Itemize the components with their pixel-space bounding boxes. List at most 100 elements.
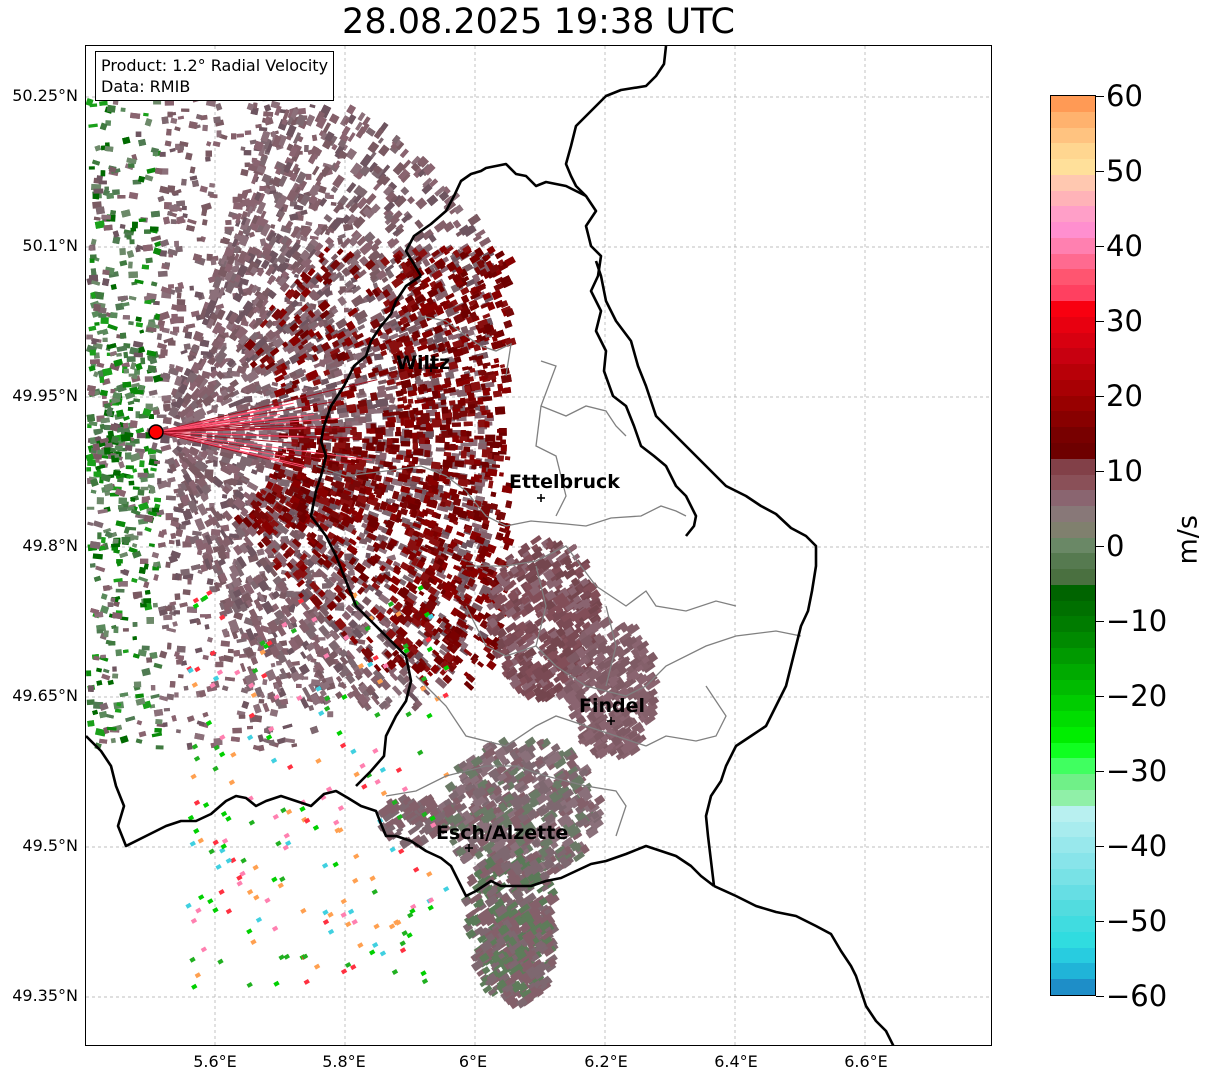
radar-pixel [152, 552, 159, 558]
radar-pixel [102, 329, 109, 336]
radar-pixel [263, 111, 273, 116]
radar-pixel [145, 590, 151, 595]
radar-pixel [180, 145, 184, 150]
radar-pixel [90, 350, 96, 356]
radar-pixel [202, 125, 208, 132]
radar-pixel [132, 222, 138, 229]
radar-pixel [187, 219, 197, 225]
radar-pixel [99, 711, 107, 718]
radar-pixel [150, 694, 160, 699]
radar-pixel [201, 209, 207, 216]
radar-pixel [100, 377, 105, 383]
radar-pixel [103, 630, 108, 637]
radar-pixel [124, 526, 131, 534]
radar-pixel [180, 524, 186, 529]
radar-pixel [100, 424, 105, 430]
radar-pixel [192, 531, 202, 536]
radar-pixel [124, 369, 129, 374]
radar-pixel [200, 115, 207, 120]
radar-pixel [168, 284, 174, 288]
radar-pixel [144, 229, 151, 233]
radar-pixel [264, 728, 269, 733]
radar-pixel [144, 563, 149, 569]
radar-pixel [141, 487, 149, 490]
radar-pixel [166, 513, 173, 520]
radar-pixel [93, 553, 103, 559]
radar-pixel [165, 562, 170, 568]
radar-pixel [202, 712, 208, 718]
radar-pixel [102, 368, 112, 377]
radar-pixel [93, 443, 100, 451]
radar-pixel [133, 622, 138, 627]
radar-pixel [308, 705, 314, 711]
radar-pixel [100, 655, 106, 659]
radar-pixel [195, 647, 203, 653]
radar-pixel [168, 340, 176, 345]
radar-pixel [103, 585, 110, 591]
radar-pixel [259, 127, 267, 131]
radar-pixel [172, 621, 178, 627]
radar-pixel [88, 123, 98, 127]
radar-pixel [177, 299, 186, 305]
chart-title: 28.08.2025 19:38 UTC [85, 2, 992, 42]
radar-pixel [205, 157, 211, 162]
radar-pixel [163, 216, 170, 224]
radar-pixel [128, 407, 133, 411]
radar-pixel [153, 101, 161, 105]
radar-pixel [132, 636, 137, 640]
radar-pixel [147, 365, 156, 373]
radar-pixel [245, 130, 252, 135]
radar-pixel [149, 390, 158, 396]
radar-pixel [97, 330, 103, 335]
radar-pixel [300, 210, 308, 216]
radar-pixel [107, 727, 117, 731]
radar-pixel [88, 685, 94, 692]
radar-pixel [155, 719, 162, 724]
radar-pixel [120, 735, 129, 743]
radar-pixel [87, 522, 93, 526]
radar-pixel [119, 248, 126, 255]
radar-pixel [228, 649, 234, 653]
radar-pixel [127, 250, 135, 258]
radar-pixel [155, 168, 163, 175]
radar-pixel [174, 126, 180, 131]
radar-pixel [191, 564, 201, 571]
radar-pixel [136, 428, 145, 434]
radar-pixel [285, 738, 295, 743]
radar-pixel [97, 509, 107, 515]
radar-pixel [92, 710, 98, 715]
radar-pixel [157, 333, 162, 340]
radar-pixel [120, 333, 126, 339]
radar-pixel [120, 692, 129, 697]
radar-pixel [95, 145, 102, 151]
radar-pixel [173, 327, 179, 333]
radar-pixel [145, 258, 152, 264]
radar-pixel [183, 589, 191, 595]
radar-pixel [143, 581, 149, 588]
radar-pixel [225, 220, 231, 225]
radar-pixel [304, 145, 308, 152]
radar-pixel [327, 711, 333, 717]
radar-pixel [270, 709, 279, 717]
radar-pixel [150, 467, 157, 471]
radar-pixel [189, 286, 194, 291]
radar-pixel [257, 549, 265, 556]
radar-pixel [175, 144, 180, 150]
radar-pixel [167, 211, 172, 216]
radar-pixel [154, 498, 161, 503]
radar-pixel [101, 317, 109, 324]
radar-pixel [128, 163, 134, 167]
radar-pixel [167, 643, 172, 650]
radar-pixel [165, 606, 172, 611]
radar-pixel [127, 235, 132, 239]
radar-pixel [258, 734, 265, 742]
radar-pixel [91, 239, 97, 246]
radar-pixel [138, 139, 146, 146]
radar-pixel [237, 133, 244, 137]
radar-pixel [112, 666, 117, 671]
radar-pixel [204, 624, 209, 630]
radar-pixel [190, 176, 198, 181]
radar-pixel [103, 225, 112, 231]
radar-pixel [231, 133, 236, 139]
